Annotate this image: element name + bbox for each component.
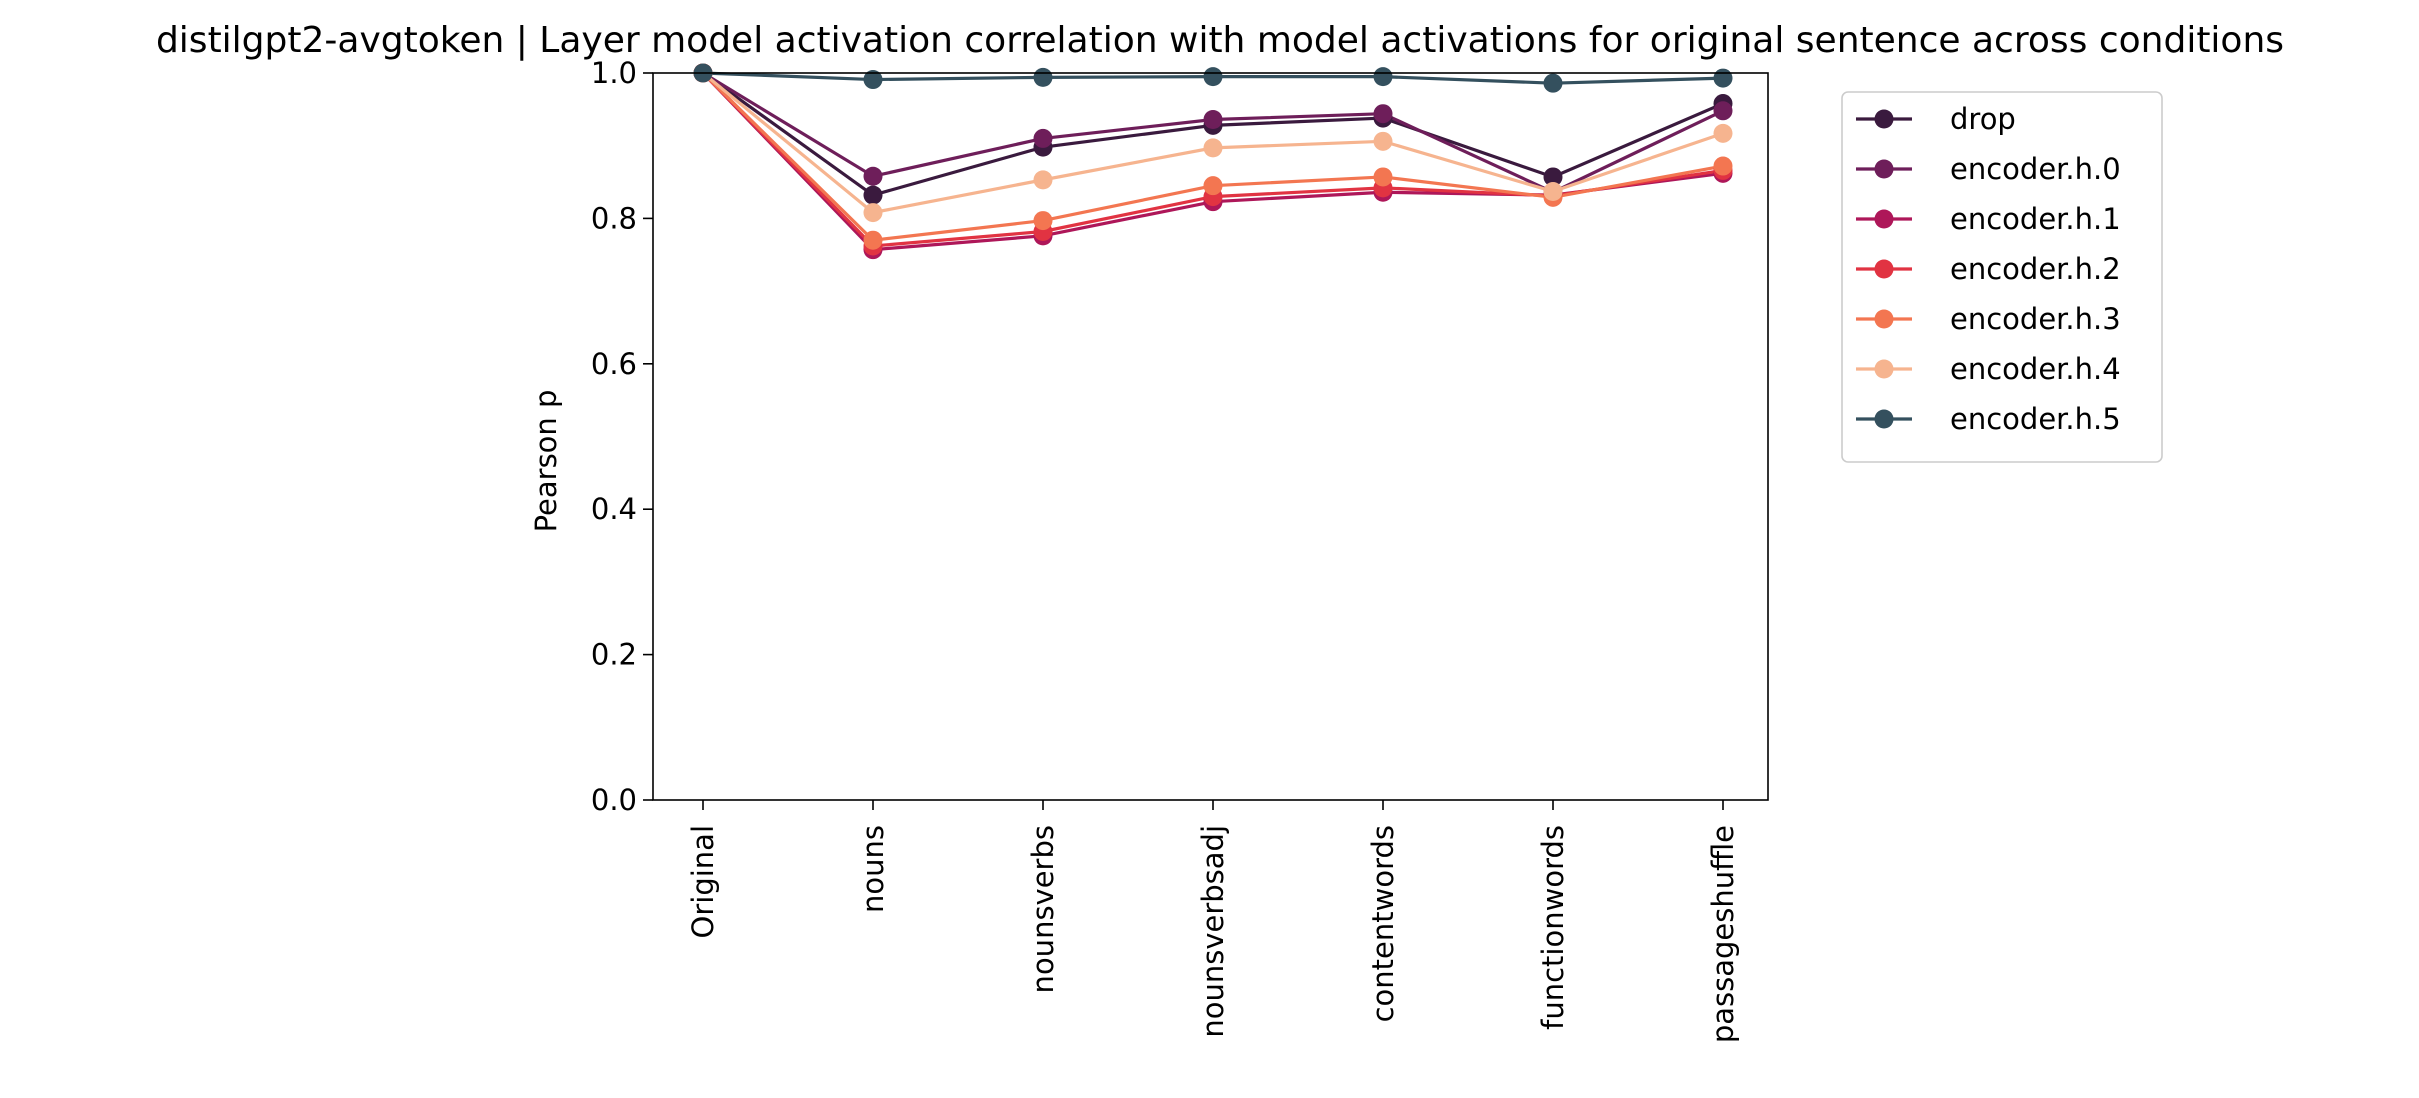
data-point-encoder-h-5-5 <box>1543 73 1563 93</box>
plot-area: 0.0 0.2 0.4 0.6 0.8 1.0 Original nouns nounsverb… <box>591 56 1769 1043</box>
legend-item: encoder.h.5 <box>1856 402 2121 436</box>
data-point-encoder-h-5-3 <box>1203 67 1223 87</box>
data-point-encoder-h-4-5 <box>1543 182 1563 202</box>
data-point-encoder-h-3-3 <box>1203 176 1223 196</box>
x-tick-label: nouns <box>856 825 890 913</box>
legend-marker <box>1874 259 1894 279</box>
legend-label: encoder.h.5 <box>1950 402 2121 436</box>
legend-item: encoder.h.2 <box>1856 252 2121 286</box>
x-tick-label: passageshuffle <box>1706 825 1740 1043</box>
legend-label: encoder.h.2 <box>1950 252 2121 286</box>
y-tick-label: 1.0 <box>591 56 637 90</box>
legend-label: encoder.h.3 <box>1950 302 2121 336</box>
legend-marker <box>1874 409 1894 429</box>
legend-marker <box>1874 209 1894 229</box>
data-point-encoder-h-4-6 <box>1713 123 1733 143</box>
legend-item: encoder.h.3 <box>1856 302 2121 336</box>
x-tick-label: functionwords <box>1536 825 1570 1030</box>
legend-item: drop <box>1856 102 2016 136</box>
legend-label: encoder.h.4 <box>1950 352 2121 386</box>
data-point-encoder-h-5-2 <box>1033 67 1053 87</box>
data-point-encoder-h-5-1 <box>863 70 883 90</box>
x-tick-label: Original <box>686 825 720 938</box>
data-point-encoder-h-0-2 <box>1033 128 1053 148</box>
data-point-encoder-h-3-6 <box>1713 156 1733 176</box>
data-point-encoder-h-3-2 <box>1033 211 1053 231</box>
x-tick-label: nounsverbs <box>1026 825 1060 993</box>
data-point-encoder-h-4-4 <box>1373 131 1393 151</box>
x-tick-label: nounsverbsadj <box>1196 825 1230 1038</box>
data-point-encoder-h-0-4 <box>1373 104 1393 124</box>
data-point-encoder-h-3-1 <box>863 230 883 250</box>
series-line-encoder-h-2 <box>701 71 1724 248</box>
legend-item: encoder.h.4 <box>1856 352 2121 386</box>
x-tick-label: contentwords <box>1366 825 1400 1022</box>
data-point-encoder-h-4-3 <box>1203 138 1223 158</box>
y-tick-label: 0.6 <box>591 347 637 381</box>
legend-item: encoder.h.0 <box>1856 152 2121 186</box>
legend-box <box>1841 91 2163 463</box>
legend-label: encoder.h.0 <box>1950 152 2121 186</box>
data-point-drop-5 <box>1543 167 1563 187</box>
legend-marker <box>1874 109 1894 129</box>
legend-label: encoder.h.1 <box>1950 202 2121 236</box>
data-point-encoder-h-0-6 <box>1713 101 1733 121</box>
legend-item: encoder.h.1 <box>1856 202 2121 236</box>
data-point-encoder-h-0-1 <box>863 166 883 186</box>
y-tick-label: 0.0 <box>591 783 637 817</box>
data-point-encoder-h-5-4 <box>1373 67 1393 87</box>
axes-frame <box>652 72 1769 801</box>
data-point-encoder-h-4-2 <box>1033 170 1053 190</box>
data-point-encoder-h-5-6 <box>1713 68 1733 88</box>
y-tick-label: 0.4 <box>591 492 637 526</box>
y-tick-label: 0.8 <box>591 201 637 235</box>
data-point-encoder-h-0-3 <box>1203 110 1223 130</box>
legend-marker <box>1874 159 1894 179</box>
legend-marker <box>1874 309 1894 329</box>
data-point-encoder-h-3-4 <box>1373 167 1393 187</box>
chart-title: distilgpt2-avgtoken | Layer model activa… <box>156 20 2284 61</box>
legend: drop encoder.h.0 encoder.h.1 encoder.h.2 enc… <box>1841 91 2163 463</box>
data-point-encoder-h-4-1 <box>863 203 883 223</box>
y-tick-label: 0.2 <box>591 638 637 672</box>
legend-label: drop <box>1950 102 2016 136</box>
legend-marker <box>1874 359 1894 379</box>
y-axis-label: Pearson p <box>529 390 563 533</box>
data-point-drop-1 <box>863 185 883 205</box>
